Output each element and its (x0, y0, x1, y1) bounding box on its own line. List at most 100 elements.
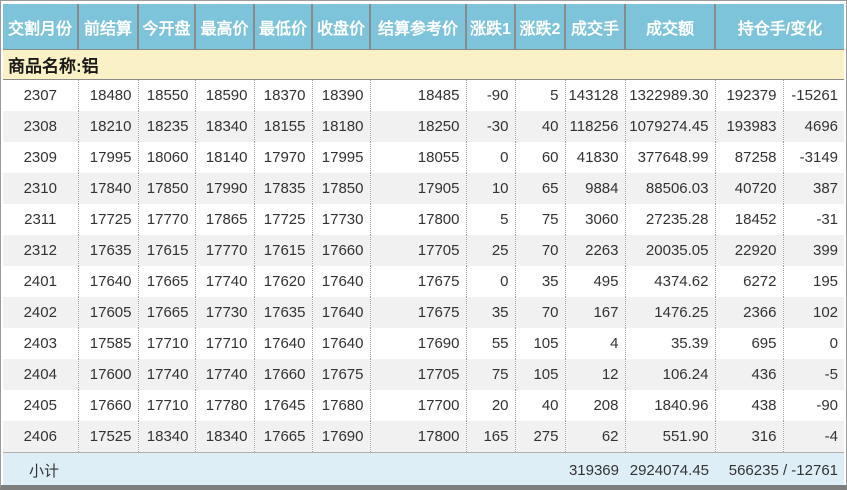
value-cell: 17710 (138, 328, 196, 359)
subtotal-label: 小计 (3, 452, 565, 485)
value-cell: 18370 (254, 79, 313, 111)
value-cell: 275 (515, 421, 566, 453)
value-cell: 40 (515, 111, 566, 142)
value-cell: 17995 (312, 142, 371, 173)
value-cell: 6272 (715, 266, 784, 297)
value-cell: 18155 (254, 111, 313, 142)
value-cell: 551.90 (625, 421, 716, 453)
value-cell: -4 (783, 421, 845, 453)
value-cell: 17665 (138, 297, 196, 328)
value-cell: 18550 (138, 79, 196, 111)
value-cell: 41830 (565, 142, 626, 173)
value-cell: 3060 (565, 204, 626, 235)
value-cell: 55 (466, 328, 516, 359)
value-cell: 17635 (254, 297, 313, 328)
table-row: 2404 17600 17740 17740 17660 17675 17705 75 105 1… (3, 359, 845, 390)
value-cell: 17615 (254, 235, 313, 266)
value-cell: 88506.03 (625, 173, 716, 204)
value-cell: 17740 (195, 266, 255, 297)
value-cell: 4696 (783, 111, 845, 142)
value-cell: 40720 (715, 173, 784, 204)
column-header: 最低价 (254, 4, 313, 50)
value-cell: 18452 (715, 204, 784, 235)
column-header: 最高价 (195, 4, 255, 50)
value-cell: 17675 (370, 266, 467, 297)
value-cell: 0 (466, 142, 516, 173)
value-cell: 17705 (370, 359, 467, 390)
value-cell: 9884 (565, 173, 626, 204)
value-cell: 102 (783, 297, 845, 328)
value-cell: 17800 (370, 204, 467, 235)
value-cell: 18390 (312, 79, 371, 111)
table-row: 2403 17585 17710 17710 17640 17640 17690 55 105 4… (3, 328, 844, 359)
value-cell: 17690 (312, 421, 371, 453)
value-cell: 18340 (195, 421, 255, 453)
value-cell: -90 (816, 397, 839, 414)
value-cell: 17865 (195, 204, 255, 235)
subtotal-oi-change: 566235 / -12761 (715, 452, 845, 485)
futures-quote-table: 交割月份 前结算 今开盘 最高价 最低价 收盘价 结算参考价 涨跌1 涨跌2 成交手 成交额 持仓手/… (3, 4, 845, 485)
value-cell: 17990 (195, 173, 255, 204)
value-cell: 208 (565, 390, 626, 421)
value-cell: 17645 (254, 390, 313, 421)
contract-month-cell: 2307 (3, 79, 79, 111)
value-cell: 105 (515, 359, 566, 390)
column-header: 今开盘 (138, 4, 196, 50)
value-cell: 17740 (138, 359, 196, 390)
column-header: 成交手 (565, 4, 626, 50)
value-cell: 167 (565, 297, 626, 328)
value-cell: 40 (515, 390, 566, 421)
table-row: 2406 17525 18340 18340 17665 17690 17800 165 275… (3, 421, 845, 453)
value-cell: 1079274.45 (625, 111, 716, 142)
value-cell: 62 (565, 421, 626, 453)
value-cell: 27235.28 (625, 204, 716, 235)
contract-month-cell: 2308 (3, 111, 79, 142)
value-cell: 17770 (138, 204, 196, 235)
value-cell: 20 (466, 390, 516, 421)
value-cell: 17640 (78, 266, 139, 297)
table-row: 2309 17995 18060 18140 17970 17995 18055 0 60 418… (3, 142, 844, 173)
value-cell: 17665 (138, 266, 196, 297)
contract-month-cell: 2401 (3, 266, 79, 297)
contract-month-cell: 2404 (3, 359, 79, 390)
value-cell: 118256 (565, 111, 626, 142)
contract-month-cell: 2406 (3, 421, 79, 453)
value-cell: 2263 (565, 235, 626, 266)
value-cell: 17725 (254, 204, 313, 235)
table-footer: 小计 319369 2924074.45 566235 / -12761 (3, 452, 845, 485)
value-cell: 143128 (565, 79, 626, 111)
value-cell: 17675 (312, 359, 371, 390)
value-cell: 18210 (78, 111, 139, 142)
value-cell: 4 (565, 328, 626, 359)
value-cell: 17605 (78, 297, 139, 328)
contract-month-cell: 2312 (3, 235, 79, 266)
table-row: 2311 17725 17770 17865 17725 17730 17800 5 75 306… (3, 204, 844, 235)
value-cell: 17840 (78, 173, 139, 204)
table-row: 2402 17605 17665 17730 17635 17640 17675 35 70 16… (3, 297, 845, 328)
product-name-label: 商品名称:铝 (3, 49, 845, 80)
column-header: 成交额 (625, 4, 716, 50)
value-cell: 495 (565, 266, 626, 297)
value-cell: 17640 (254, 328, 313, 359)
value-cell: 17620 (254, 266, 313, 297)
value-cell: 18235 (138, 111, 196, 142)
value-cell: 316 (715, 421, 784, 453)
value-cell: 17700 (370, 390, 467, 421)
value-cell: -90 (466, 79, 516, 111)
value-cell: 17770 (195, 235, 255, 266)
value-cell: 165 (466, 421, 516, 453)
value-cell: 17640 (312, 297, 371, 328)
value-cell: 70 (515, 297, 566, 328)
value-cell: 18340 (195, 111, 255, 142)
value-cell: 17585 (78, 328, 139, 359)
contract-month-cell: 2403 (3, 328, 79, 359)
value-cell: 106.24 (625, 359, 716, 390)
table-header: 交割月份 前结算 今开盘 最高价 最低价 收盘价 结算参考价 涨跌1 涨跌2 成交手 成交额 持仓手/… (3, 4, 845, 50)
value-cell: 17995 (78, 142, 139, 173)
value-cell: -31 (816, 211, 839, 228)
value-cell: 18250 (370, 111, 467, 142)
table-row: 2310 17840 17850 17990 17835 17850 17905 10 65 98… (3, 173, 845, 204)
subtotal-row: 小计 319369 2924074.45 566235 / -12761 (3, 452, 845, 485)
value-cell: 20035.05 (625, 235, 716, 266)
